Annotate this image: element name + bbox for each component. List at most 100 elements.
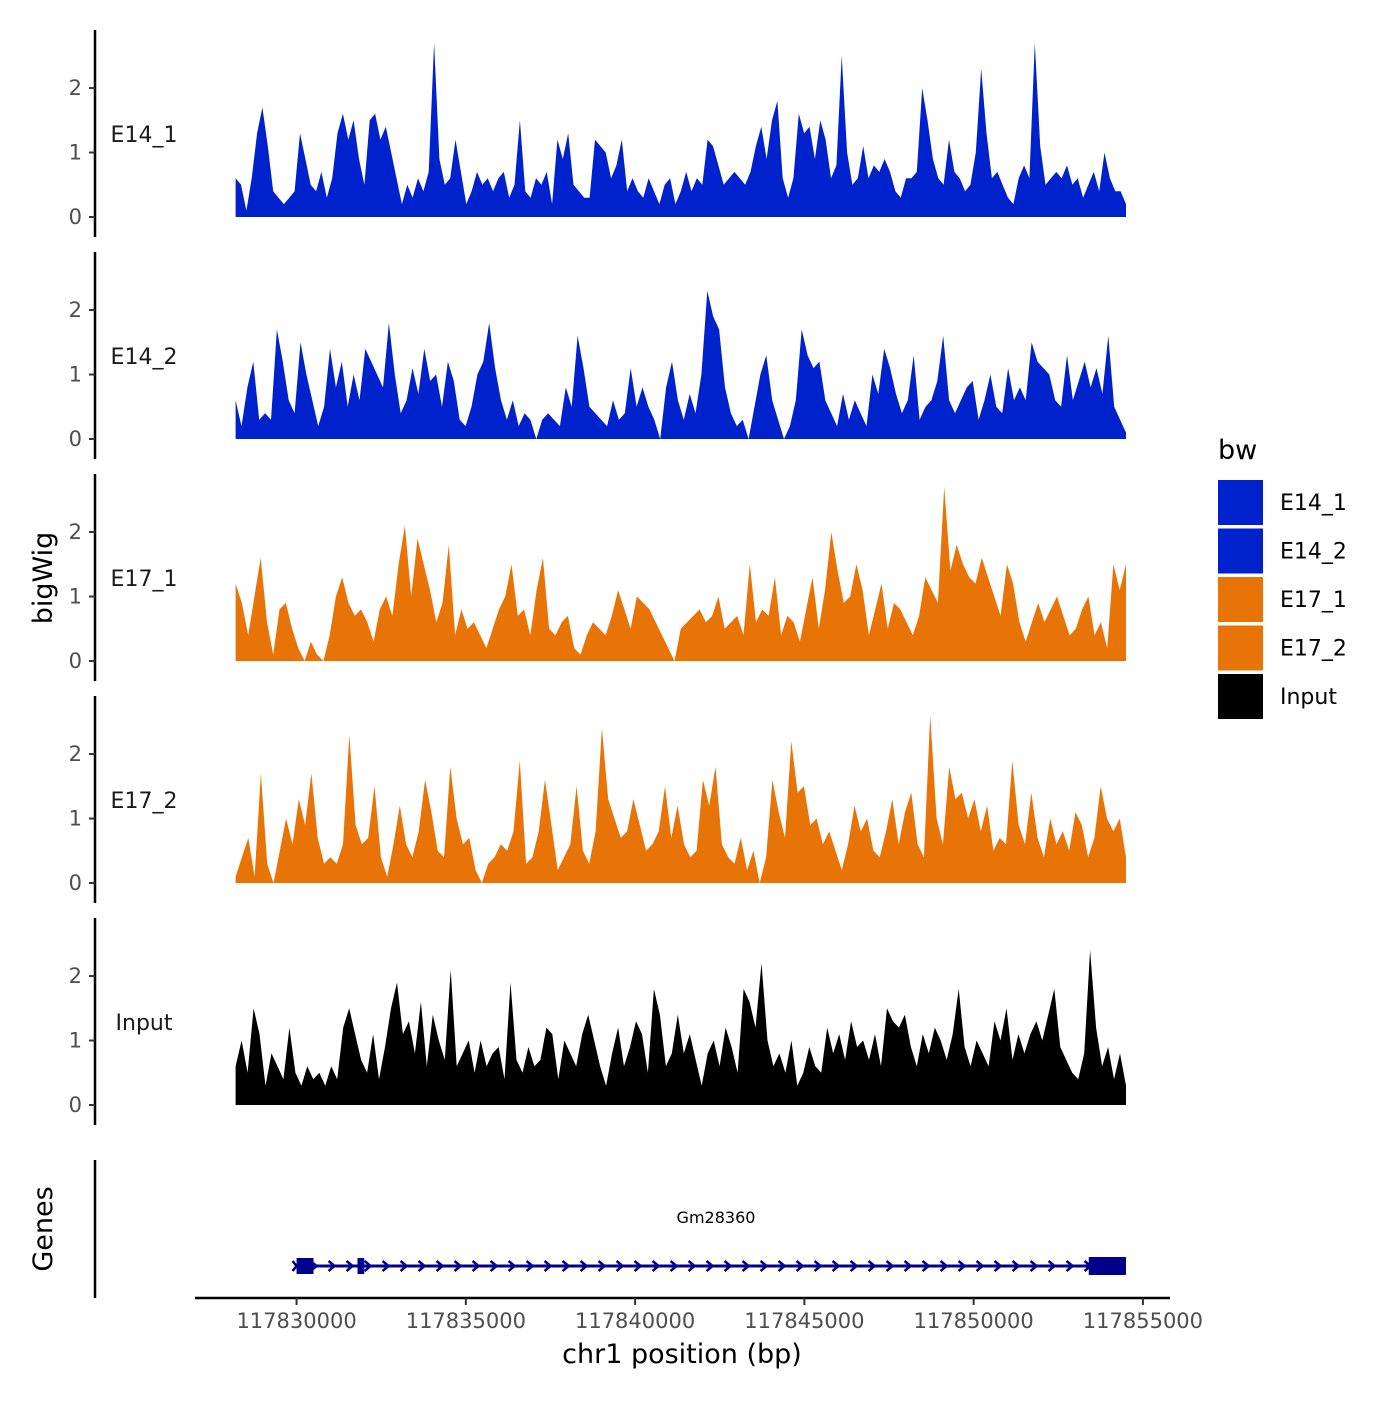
gene-exon [296,1258,314,1274]
strand-arrow [435,1260,445,1272]
strand-arrow [489,1260,499,1272]
y-tick-label: 0 [69,649,82,673]
strand-arrow [543,1260,553,1272]
strand-arrow [705,1260,715,1272]
strand-arrow [1029,1260,1039,1272]
strand-arrow [813,1260,823,1272]
legend: bw E14_1 E14_2 E17_1 E17_2 Input [1218,435,1347,719]
strand-arrow [669,1260,679,1272]
strand-arrow [993,1260,1003,1272]
y-tick-label: 1 [69,363,82,387]
y-tick-label: 1 [69,141,82,165]
legend-entry-Input: Input [1218,674,1337,719]
legend-label: E17_1 [1280,588,1347,613]
signal-area-Input [235,950,1127,1105]
strand-arrow [579,1260,589,1272]
strand-arrow [525,1260,535,1272]
y-tick-label: 2 [69,298,82,322]
legend-entry-E14_1: E14_1 [1218,480,1347,525]
y-tick-label: 0 [69,871,82,895]
strand-arrow [633,1260,643,1272]
y-tick-label: 2 [69,742,82,766]
strand-arrow [1047,1260,1057,1272]
strand-arrow [561,1260,571,1272]
strand-arrow [507,1260,517,1272]
y-tick-label: 1 [69,1029,82,1053]
signal-area-E14_2 [235,290,1127,439]
legend-entry-E17_2: E17_2 [1218,625,1347,671]
legend-entry-E14_2: E14_2 [1218,528,1347,574]
legend-swatch [1218,480,1263,525]
y-tick-label: 2 [69,964,82,988]
y-axis-title-bigwig: bigWig [28,532,59,625]
y-tick-label: 1 [69,585,82,609]
strand-arrow [795,1260,805,1272]
strand-arrow [903,1260,913,1272]
gene-exon [1088,1257,1126,1275]
strand-arrow [885,1260,895,1272]
track-E14_1: 0 1 2 E14_1 [69,30,1127,237]
strand-arrow [1065,1260,1075,1272]
track-label: E14_2 [111,345,178,370]
track-E17_1: 0 1 2 E17_1 [69,474,1127,681]
legend-label: E14_2 [1280,540,1347,565]
gene-track: Gm28360 [93,1160,1126,1298]
strand-arrow [363,1260,373,1272]
strand-arrow [597,1260,607,1272]
signal-tracks: 0 1 2 E14_1 0 1 2 E14_2 0 1 2 E17_1 0 1 2 E17_2 0 1 2 Input [69,30,1127,1125]
signal-area-E14_1 [235,42,1127,218]
x-axis-title: chr1 position (bp) [562,1339,802,1370]
strand-arrow [975,1260,985,1272]
track-label: E17_2 [111,789,178,814]
x-tick-label: 117855000 [1083,1309,1203,1333]
strand-arrow [399,1260,409,1272]
track-label: E17_1 [111,567,178,592]
strand-arrow [327,1260,337,1272]
x-tick-label: 117835000 [406,1309,526,1333]
legend-entry-E17_1: E17_1 [1218,577,1347,622]
track-E17_2: 0 1 2 E17_2 [69,696,1127,903]
legend-title: bw [1218,435,1257,466]
strand-arrow [867,1260,877,1272]
legend-label: E17_2 [1280,637,1347,662]
strand-arrow [651,1260,661,1272]
track-Input: 0 1 2 Input [69,918,1127,1125]
y-axis-title-genes: Genes [28,1186,59,1271]
legend-swatch [1218,528,1263,574]
x-tick-label: 117830000 [236,1309,356,1333]
strand-arrow [1011,1260,1021,1272]
signal-area-E17_1 [235,486,1127,661]
y-tick-label: 1 [69,807,82,831]
strand-arrow [957,1260,967,1272]
strand-arrow [345,1260,355,1272]
strand-arrow [615,1260,625,1272]
strand-arrow [921,1260,931,1272]
x-axis: 117830000 117835000 117840000 117845000 1178… [195,1296,1203,1333]
strand-arrow [453,1260,463,1272]
gene-exon [357,1258,365,1274]
gene-name-label: Gm28360 [677,1208,756,1227]
y-tick-label: 0 [69,1093,82,1117]
legend-swatch [1218,625,1263,671]
strand-arrow [849,1260,859,1272]
legend-label: E14_1 [1280,491,1347,516]
legend-swatch [1218,577,1263,622]
strand-arrow [471,1260,481,1272]
strand-arrow [381,1260,391,1272]
track-E14_2: 0 1 2 E14_2 [69,252,1127,459]
strand-arrow [939,1260,949,1272]
strand-arrow [759,1260,769,1272]
strand-arrow [687,1260,697,1272]
track-label: Input [116,1011,173,1036]
x-tick-label: 117850000 [914,1309,1034,1333]
x-tick-label: 117845000 [744,1309,864,1333]
legend-label: Input [1280,685,1337,710]
strand-arrow [741,1260,751,1272]
strand-arrow [723,1260,733,1272]
legend-swatch [1218,674,1263,719]
y-tick-label: 0 [69,427,82,451]
strand-arrow [417,1260,427,1272]
y-tick-label: 0 [69,205,82,229]
